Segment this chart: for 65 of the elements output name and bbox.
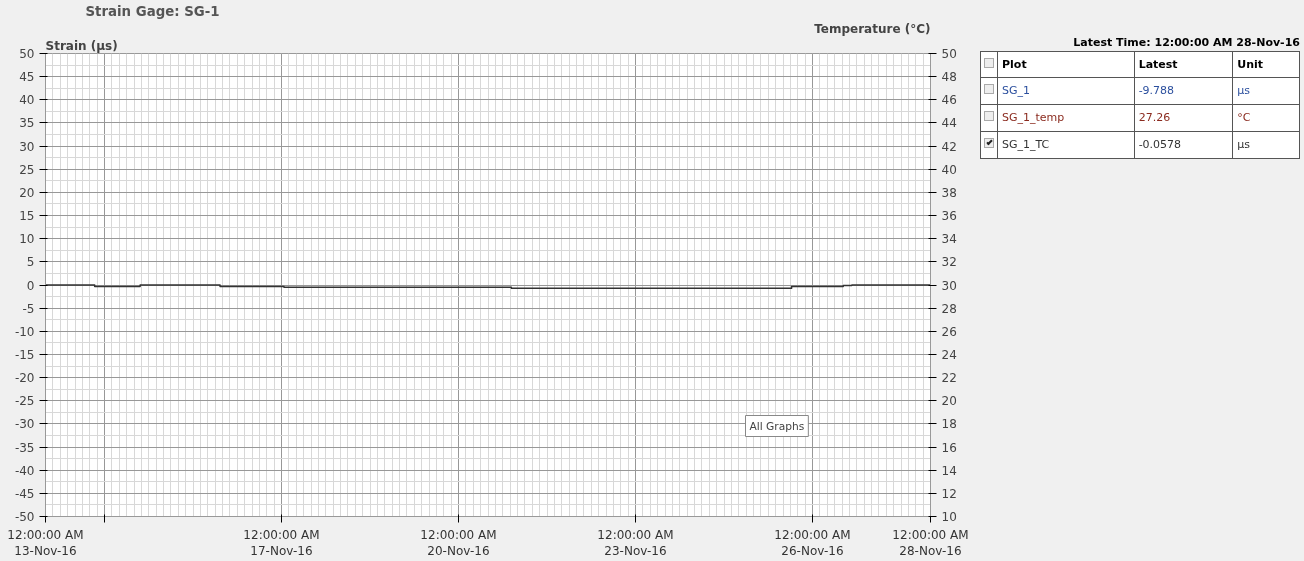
y-tick-label: 10 bbox=[19, 232, 35, 247]
y2-tick-label: 10 bbox=[941, 510, 957, 524]
x-tick-label: 12:00:00 AM 13-Nov-16 bbox=[7, 527, 84, 559]
y-tick-label: -50 bbox=[14, 510, 35, 524]
y-tick-label: 35 bbox=[19, 116, 35, 131]
y-tick-label: -10 bbox=[14, 324, 35, 339]
y-axis-title: Strain (µs) bbox=[45, 38, 118, 53]
y2-tick-label: 24 bbox=[941, 347, 957, 362]
y-tick-label: -45 bbox=[14, 486, 35, 501]
y-tick-label: 15 bbox=[19, 209, 35, 224]
y-tick-label: 25 bbox=[19, 162, 35, 177]
y2-tick-label: 36 bbox=[941, 209, 957, 224]
text: SG_1 bbox=[997, 77, 1135, 105]
y-tick-label: 30 bbox=[19, 139, 35, 154]
text: -0.0578 bbox=[1134, 131, 1233, 159]
text: -9.788 bbox=[1134, 77, 1233, 105]
y2-tick-label: 28 bbox=[941, 301, 957, 316]
y-tick-label: 50 bbox=[19, 47, 35, 61]
y2-axis-title: Temperature (°C) bbox=[814, 21, 931, 36]
text: °C bbox=[1232, 104, 1300, 132]
y2-tick-label: 40 bbox=[941, 162, 957, 177]
text: µs bbox=[1232, 77, 1300, 105]
y-tick-label: -40 bbox=[14, 463, 35, 478]
y2-tick-label: 32 bbox=[941, 255, 957, 270]
y2-tick-label: 46 bbox=[941, 93, 957, 108]
y2-tick-label: 30 bbox=[941, 278, 957, 293]
y2-tick-label: 48 bbox=[941, 70, 957, 85]
text: Plot bbox=[997, 51, 1135, 78]
x-tick-label: 12:00:00 AM 17-Nov-16 bbox=[243, 527, 320, 559]
y-tick-label: -25 bbox=[14, 394, 35, 409]
y2-tick-label: 44 bbox=[941, 116, 957, 131]
x-tick-label: 12:00:00 AM 28-Nov-16 bbox=[892, 527, 969, 559]
text: Latest Time: 12:00:00 AM 28-Nov-16 bbox=[1072, 35, 1300, 51]
y2-tick-label: 50 bbox=[941, 47, 957, 61]
y-tick-label: 20 bbox=[19, 185, 35, 200]
y-tick-label: -15 bbox=[14, 347, 35, 362]
y-tick-label: 40 bbox=[19, 93, 35, 108]
y-tick-label: -35 bbox=[14, 440, 35, 455]
x-tick-label: 12:00:00 AM 23-Nov-16 bbox=[597, 527, 674, 559]
text: µs bbox=[1232, 131, 1300, 159]
y-tick-label: 45 bbox=[19, 70, 35, 85]
y-tick-label: -20 bbox=[14, 371, 35, 386]
y2-tick-label: 14 bbox=[941, 463, 957, 478]
y2-tick-label: 22 bbox=[941, 371, 957, 386]
text: SG_1_TC bbox=[997, 131, 1135, 159]
y2-tick-label: 16 bbox=[941, 440, 957, 455]
x-tick-label: 12:00:00 AM 26-Nov-16 bbox=[774, 527, 851, 559]
y2-tick-label: 26 bbox=[941, 324, 957, 339]
y-tick-label: -5 bbox=[22, 301, 35, 316]
text: SG_1_temp bbox=[997, 104, 1135, 132]
y2-tick-label: 12 bbox=[941, 486, 957, 501]
y-tick-label: -30 bbox=[14, 417, 35, 432]
text: Latest bbox=[1134, 51, 1233, 78]
y2-tick-label: 34 bbox=[941, 232, 957, 247]
annotation: All Graphs bbox=[749, 419, 805, 433]
y-tick-label: 0 bbox=[26, 278, 35, 293]
text: Unit bbox=[1232, 51, 1300, 78]
text: 27.26 bbox=[1134, 104, 1233, 132]
x-tick-label: 12:00:00 AM 20-Nov-16 bbox=[420, 527, 497, 559]
y2-tick-label: 20 bbox=[941, 394, 957, 409]
chart-title: Strain Gage: SG-1 bbox=[85, 3, 220, 19]
y2-tick-label: 38 bbox=[941, 185, 957, 200]
y2-tick-label: 18 bbox=[941, 417, 957, 432]
y-tick-label: 5 bbox=[26, 255, 35, 270]
y2-tick-label: 42 bbox=[941, 139, 957, 154]
